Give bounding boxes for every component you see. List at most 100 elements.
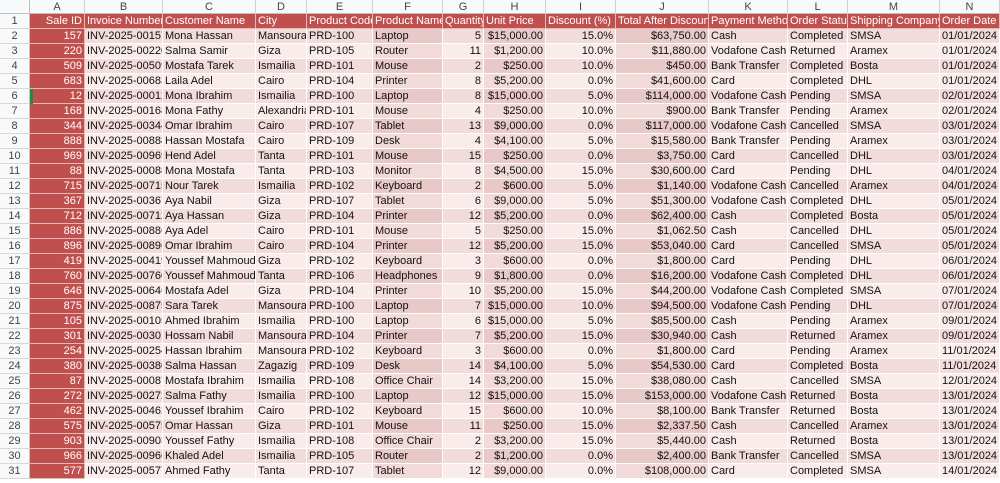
cell[interactable]: Ismailia [256, 434, 307, 449]
cell[interactable]: 13/01/2024 [940, 404, 1000, 419]
cell[interactable]: 760 [30, 269, 85, 284]
cell[interactable]: Pending [788, 344, 848, 359]
cell[interactable]: Giza [256, 209, 307, 224]
cell[interactable]: Returned [788, 404, 848, 419]
cell[interactable]: Mona Hassan [163, 29, 256, 44]
cell[interactable]: Laptop [373, 314, 443, 329]
cell[interactable]: 9 [443, 269, 484, 284]
cell[interactable]: 0.0% [546, 269, 616, 284]
cell[interactable]: 168 [30, 104, 85, 119]
cell[interactable]: PRD-102 [307, 179, 373, 194]
cell[interactable]: INV-2025-00712 [85, 209, 163, 224]
column-letter[interactable]: E [307, 0, 373, 14]
cell[interactable]: Vodafone Cash [709, 179, 788, 194]
row-number[interactable]: 16 [0, 239, 30, 254]
cell[interactable]: Cash [709, 224, 788, 239]
cell[interactable]: 157 [30, 29, 85, 44]
cell[interactable]: Cancelled [788, 224, 848, 239]
cell[interactable]: Vodafone Cash [709, 194, 788, 209]
cell[interactable]: 5.0% [546, 179, 616, 194]
cell[interactable]: Pending [788, 134, 848, 149]
row-number[interactable]: 28 [0, 419, 30, 434]
cell[interactable]: Keyboard [373, 344, 443, 359]
cell[interactable]: Pending [788, 254, 848, 269]
row-number[interactable]: 17 [0, 254, 30, 269]
cell[interactable]: Bosta [848, 389, 940, 404]
cell[interactable]: Completed [788, 29, 848, 44]
cell[interactable]: Mansoura [256, 29, 307, 44]
cell[interactable]: 2 [443, 434, 484, 449]
cell[interactable]: Tablet [373, 194, 443, 209]
cell[interactable]: PRD-102 [307, 254, 373, 269]
cell[interactable]: Omar Ibrahim [163, 119, 256, 134]
cell[interactable]: PRD-107 [307, 194, 373, 209]
cell[interactable]: $5,200.00 [484, 284, 546, 299]
cell[interactable]: 09/01/2024 [940, 314, 1000, 329]
cell[interactable]: 15.0% [546, 329, 616, 344]
cell[interactable]: Cash [709, 329, 788, 344]
cell[interactable]: Hend Adel [163, 149, 256, 164]
cell[interactable]: Cash [709, 209, 788, 224]
cell[interactable]: $16,200.00 [616, 269, 709, 284]
cell[interactable]: Printer [373, 239, 443, 254]
cell[interactable]: Pending [788, 89, 848, 104]
row-number[interactable]: 4 [0, 59, 30, 74]
cell[interactable]: Vodafone Cash [709, 284, 788, 299]
cell[interactable]: $9,000.00 [484, 464, 546, 479]
cell[interactable]: INV-2025-00367 [85, 194, 163, 209]
cell[interactable]: Pending [788, 314, 848, 329]
cell[interactable]: 0.0% [546, 449, 616, 464]
cell[interactable]: $94,500.00 [616, 299, 709, 314]
cell[interactable]: Youssef Fathy [163, 434, 256, 449]
header-cell[interactable]: Shipping Company [848, 14, 940, 29]
cell[interactable]: Completed [788, 284, 848, 299]
cell[interactable]: Mouse [373, 419, 443, 434]
cell[interactable]: $63,750.00 [616, 29, 709, 44]
cell[interactable]: 15.0% [546, 164, 616, 179]
cell[interactable]: INV-2025-00903 [85, 434, 163, 449]
cell[interactable]: Khaled Adel [163, 449, 256, 464]
cell[interactable]: INV-2025-00715 [85, 179, 163, 194]
cell[interactable]: Pending [788, 104, 848, 119]
cell[interactable]: PRD-100 [307, 89, 373, 104]
cell[interactable]: Aya Adel [163, 224, 256, 239]
cell[interactable]: Cash [709, 434, 788, 449]
cell[interactable]: 03/01/2024 [940, 149, 1000, 164]
cell[interactable]: Cash [709, 29, 788, 44]
cell[interactable]: Cancelled [788, 449, 848, 464]
cell[interactable]: $3,200.00 [484, 374, 546, 389]
row-number[interactable]: 23 [0, 344, 30, 359]
cell[interactable]: INV-2025-00087 [85, 374, 163, 389]
cell[interactable]: Monitor [373, 164, 443, 179]
cell[interactable]: $15,000.00 [484, 314, 546, 329]
cell[interactable]: Mouse [373, 149, 443, 164]
cell[interactable]: 12 [443, 389, 484, 404]
column-letter[interactable]: D [256, 0, 307, 14]
cell[interactable]: Bosta [848, 404, 940, 419]
cell[interactable]: Mouse [373, 224, 443, 239]
cell[interactable]: PRD-108 [307, 374, 373, 389]
cell[interactable]: SMSA [848, 464, 940, 479]
cell[interactable]: INV-2025-00966 [85, 449, 163, 464]
cell[interactable]: 13 [443, 119, 484, 134]
cell[interactable]: $117,000.00 [616, 119, 709, 134]
cell[interactable]: 0.0% [546, 344, 616, 359]
cell[interactable]: Aya Hassan [163, 209, 256, 224]
cell[interactable]: 12 [443, 209, 484, 224]
cell[interactable]: Mostafa Adel [163, 284, 256, 299]
row-number[interactable]: 20 [0, 299, 30, 314]
row-number[interactable]: 31 [0, 464, 30, 479]
cell[interactable]: INV-2025-00157 [85, 29, 163, 44]
header-cell[interactable]: Order Date [940, 14, 1000, 29]
cell[interactable]: Aramex [848, 104, 940, 119]
row-number[interactable]: 26 [0, 389, 30, 404]
cell[interactable]: INV-2025-00760 [85, 269, 163, 284]
cell[interactable]: Cairo [256, 239, 307, 254]
cell[interactable]: $44,200.00 [616, 284, 709, 299]
cell[interactable]: PRD-102 [307, 344, 373, 359]
cell[interactable]: $250.00 [484, 149, 546, 164]
column-letter[interactable]: L [788, 0, 848, 14]
cell[interactable]: 14 [443, 374, 484, 389]
cell[interactable]: 12/01/2024 [940, 374, 1000, 389]
cell[interactable]: Youssef Ibrahim [163, 404, 256, 419]
